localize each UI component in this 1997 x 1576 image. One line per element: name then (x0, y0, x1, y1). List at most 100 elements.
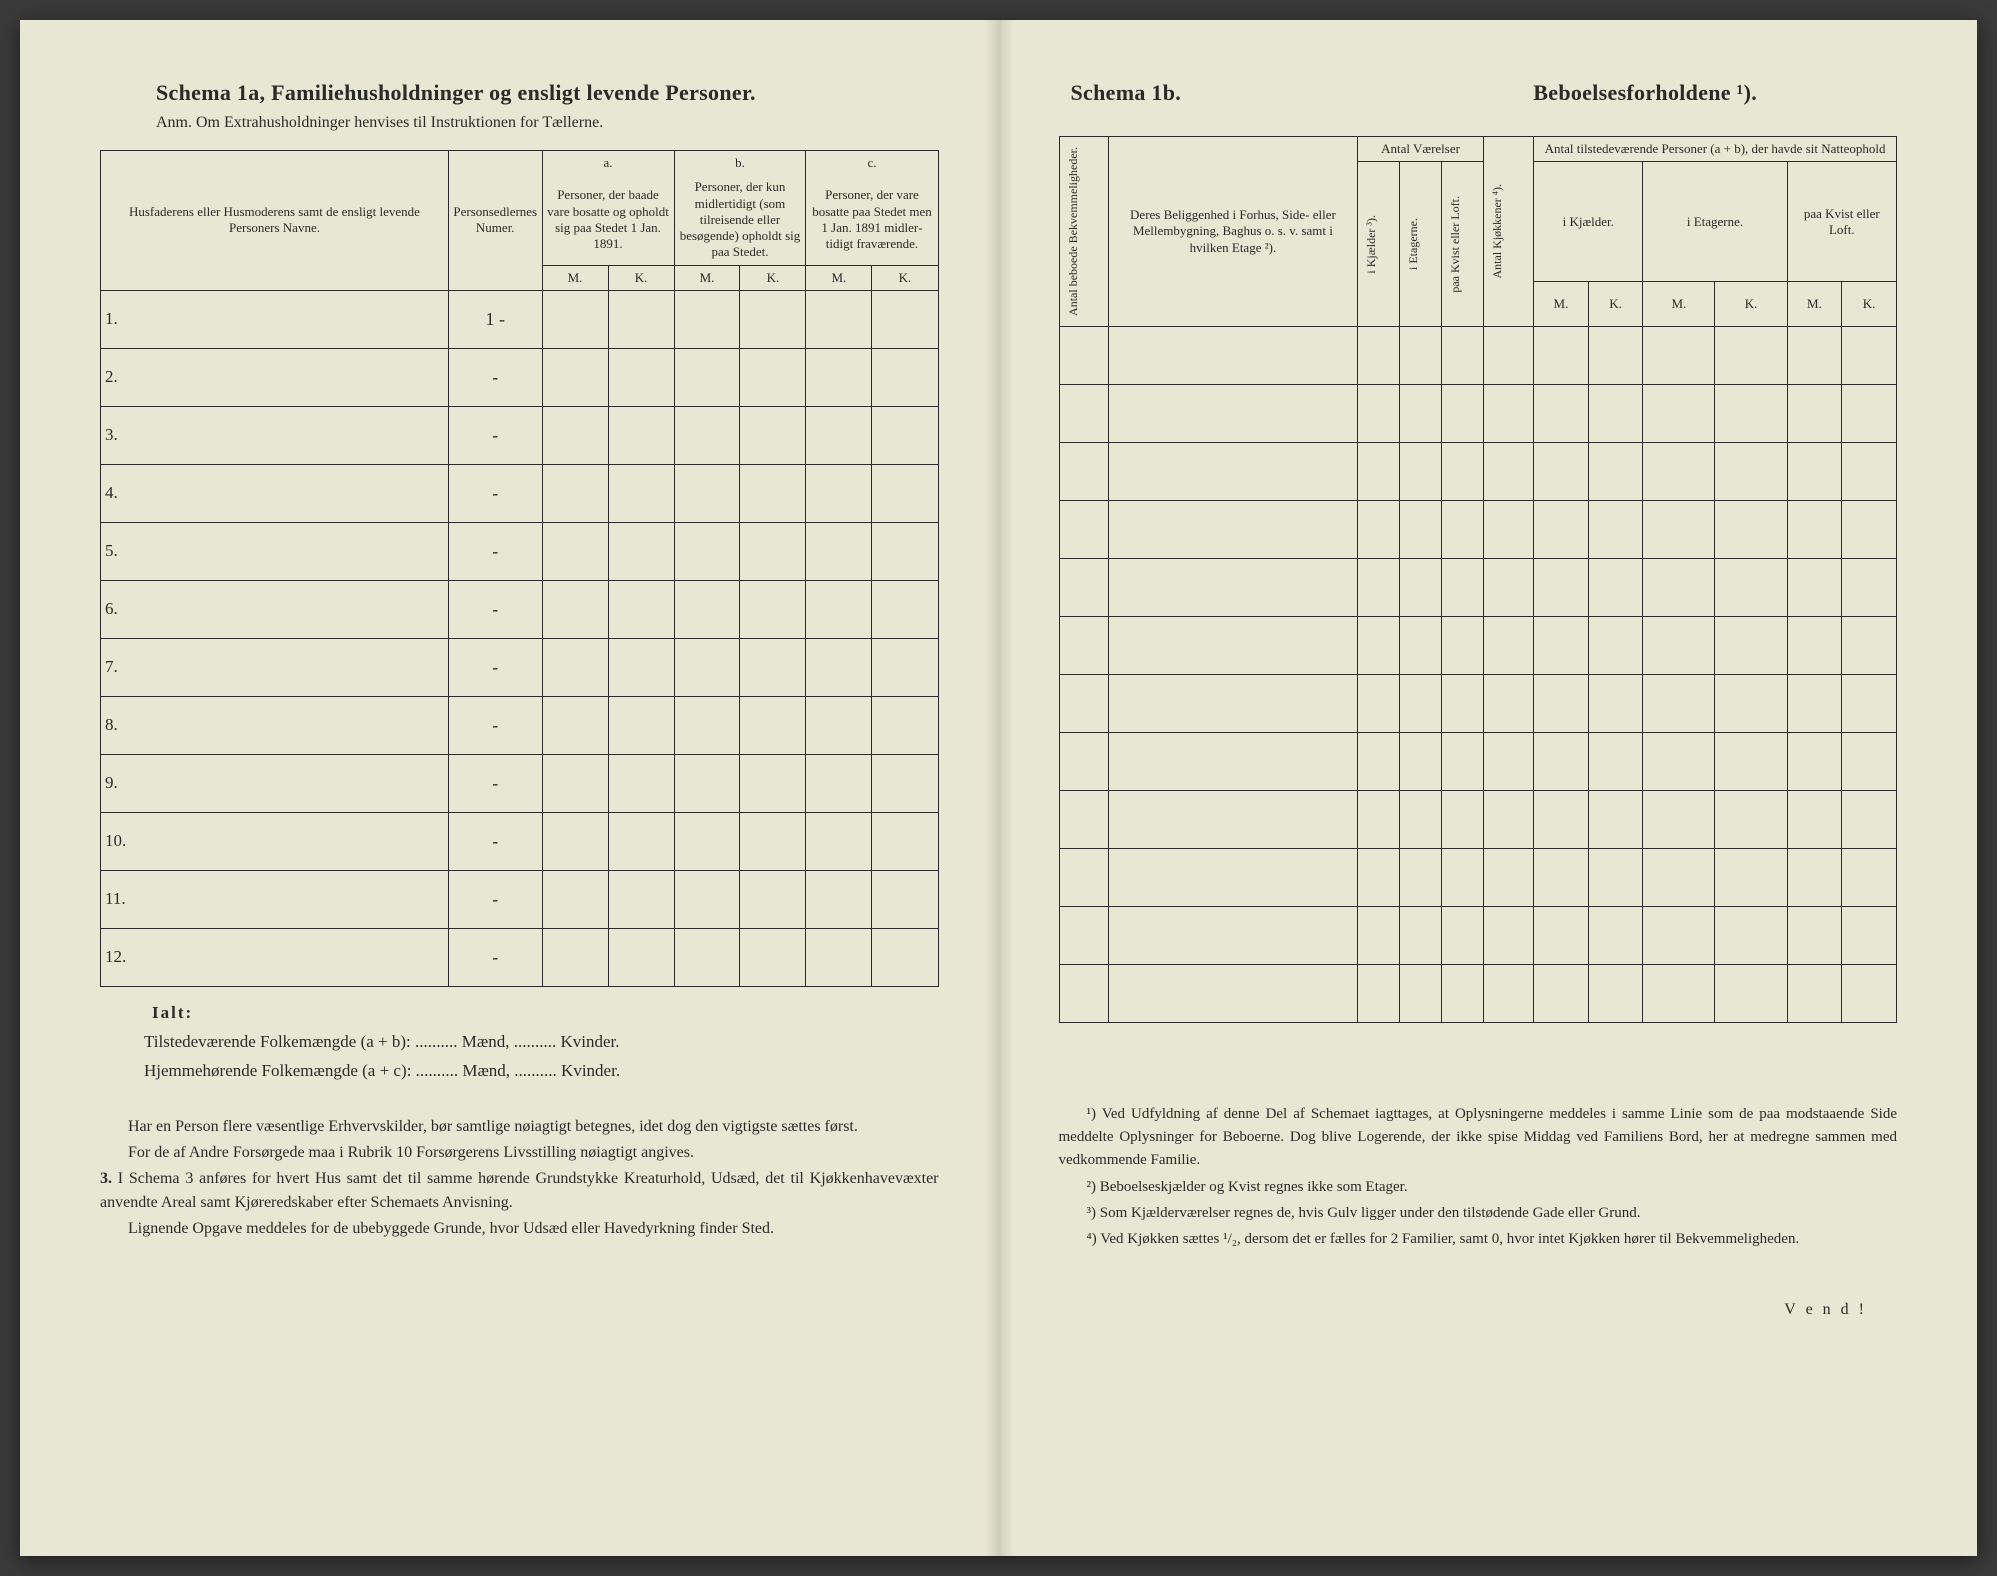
col-antal-kjok: Antal Kjøkkener ⁴). (1484, 137, 1534, 327)
table-row: 6.- (101, 580, 939, 638)
empty-cell (740, 638, 806, 696)
right-footer-3: ³) Som Kjælderværelser regnes de, hvis G… (1059, 1202, 1898, 1225)
empty-cell (1442, 500, 1484, 558)
empty-cell (1787, 790, 1842, 848)
empty-cell (674, 870, 740, 928)
left-footer-p3: 3. I Schema 3 anføres for hvert Hus samt… (100, 1167, 939, 1215)
table-row (1059, 674, 1897, 732)
empty-cell (806, 928, 872, 986)
empty-cell (1399, 616, 1441, 674)
row-number: 8. (101, 696, 449, 754)
empty-cell (1643, 732, 1715, 790)
empty-cell (608, 870, 674, 928)
empty-cell (1484, 558, 1534, 616)
empty-cell (1442, 964, 1484, 1022)
empty-cell (1399, 442, 1441, 500)
empty-cell (1643, 384, 1715, 442)
empty-cell (872, 638, 938, 696)
col-et-m: M. (1643, 282, 1715, 327)
empty-cell (740, 696, 806, 754)
empty-cell (608, 638, 674, 696)
col-kv-m: M. (1787, 282, 1842, 327)
empty-cell (1715, 616, 1787, 674)
empty-cell (1643, 326, 1715, 384)
empty-cell (1109, 384, 1357, 442)
row-number: 3. (101, 406, 449, 464)
col-i-kjaelder: i Kjælder ³). (1357, 162, 1399, 327)
empty-cell (1643, 906, 1715, 964)
empty-cell (1109, 674, 1357, 732)
row-number: 2. (101, 348, 449, 406)
empty-cell (1842, 790, 1897, 848)
empty-cell (542, 754, 608, 812)
empty-cell (1109, 442, 1357, 500)
empty-cell (1399, 326, 1441, 384)
empty-cell (806, 812, 872, 870)
empty-cell (608, 464, 674, 522)
empty-cell (1442, 790, 1484, 848)
empty-cell (1588, 964, 1643, 1022)
empty-cell (1534, 906, 1589, 964)
empty-cell (1715, 442, 1787, 500)
empty-cell (1842, 442, 1897, 500)
empty-cell (1484, 384, 1534, 442)
empty-cell (1399, 500, 1441, 558)
empty-cell (1842, 326, 1897, 384)
empty-cell (1715, 732, 1787, 790)
empty-cell (674, 812, 740, 870)
empty-cell (1399, 558, 1441, 616)
table-row (1059, 500, 1897, 558)
schema-1b-label: Schema 1b. (1059, 80, 1182, 106)
col-i-etag: i Etagerne. (1643, 162, 1787, 282)
empty-cell (806, 522, 872, 580)
empty-cell (740, 812, 806, 870)
col-personsedler: Person­sedler­nes Numer. (448, 151, 542, 291)
empty-cell (1643, 674, 1715, 732)
empty-cell (1357, 732, 1399, 790)
empty-cell (1109, 558, 1357, 616)
row-number: 4. (101, 464, 449, 522)
personsedler-cell: - (448, 696, 542, 754)
table-row: 9.- (101, 754, 939, 812)
left-footer: Har en Person flere væsentlige Erhvervsk… (100, 1115, 939, 1241)
empty-cell (806, 870, 872, 928)
col-antal-bekv-text: Antal beboede Bekvemmeligheder. (1064, 141, 1082, 322)
empty-cell (1787, 326, 1842, 384)
schema-1a-note: Anm. Om Extrahusholdninger henvises til … (100, 114, 939, 132)
empty-cell (1109, 790, 1357, 848)
empty-cell (1109, 326, 1357, 384)
empty-cell (1588, 616, 1643, 674)
empty-cell (608, 696, 674, 754)
col-c-label: c. (806, 151, 938, 176)
empty-cell (1588, 442, 1643, 500)
empty-cell (1484, 964, 1534, 1022)
empty-cell (542, 290, 608, 348)
empty-cell (1357, 790, 1399, 848)
empty-cell (542, 696, 608, 754)
row-number: 9. (101, 754, 449, 812)
empty-cell (1534, 500, 1589, 558)
col-beliggenhed: Deres Beliggenhed i Forhus, Side- eller … (1109, 137, 1357, 327)
personsedler-cell: - (448, 464, 542, 522)
table-row (1059, 326, 1897, 384)
empty-cell (1109, 964, 1357, 1022)
personsedler-cell: - (448, 638, 542, 696)
ialt-block: Ialt: Tilstedeværende Folkemængde (a + b… (100, 999, 939, 1086)
empty-cell (1787, 442, 1842, 500)
right-footer-2: ²) Beboelseskjælder og Kvist regnes ikke… (1059, 1176, 1898, 1199)
empty-cell (1787, 906, 1842, 964)
empty-cell (872, 406, 938, 464)
empty-cell (542, 638, 608, 696)
empty-cell (1588, 732, 1643, 790)
empty-cell (1442, 848, 1484, 906)
empty-cell (1399, 790, 1441, 848)
empty-cell (872, 580, 938, 638)
empty-cell (1787, 964, 1842, 1022)
empty-cell (1842, 848, 1897, 906)
empty-cell (1643, 848, 1715, 906)
table-row: 11.- (101, 870, 939, 928)
table-row (1059, 558, 1897, 616)
table-row: 1.1 - (101, 290, 939, 348)
empty-cell (1059, 964, 1109, 1022)
hjemme-line: Hjemmehørende Folkemængde (a + c): .....… (144, 1057, 939, 1086)
